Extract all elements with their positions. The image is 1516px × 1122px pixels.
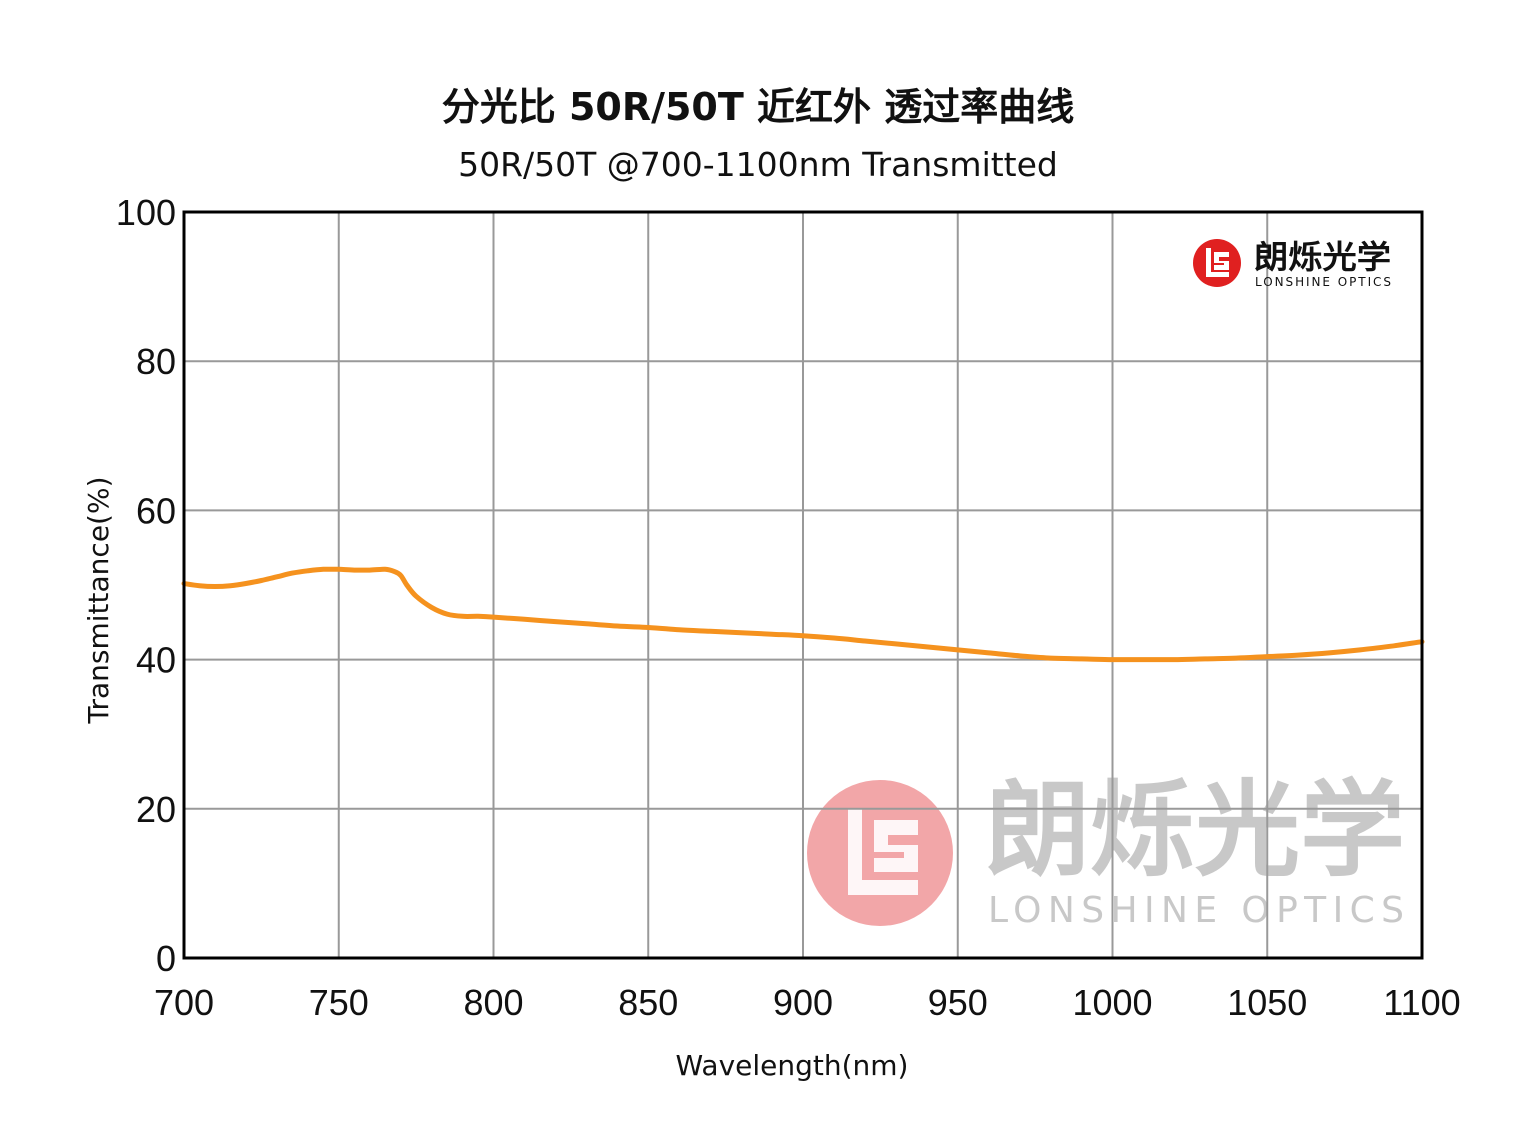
chart-title: 分光比 50R/50T 近红外 透过率曲线 <box>442 85 1075 129</box>
watermark-logo: 朗烁光学 LONSHINE OPTICS <box>807 769 1405 931</box>
chart-subtitle: 50R/50T @700-1100nm Transmitted <box>458 145 1058 184</box>
y-tick-label: 0 <box>156 938 176 979</box>
y-tick-label: 100 <box>116 192 176 233</box>
x-tick-label: 800 <box>463 982 523 1023</box>
x-tick-label: 1100 <box>1383 982 1460 1023</box>
x-tick-label: 700 <box>154 982 214 1023</box>
x-tick-label: 1050 <box>1227 982 1307 1023</box>
plot-frame <box>182 210 1424 960</box>
y-tick-label: 20 <box>136 789 176 830</box>
x-tick-label: 1000 <box>1072 982 1152 1023</box>
logo-cn-text: 朗烁光学 <box>1254 238 1391 276</box>
x-tick-labels: 700 750 800 850 900 950 1000 1050 1100 <box>154 982 1461 1023</box>
watermark-emblem-mark <box>848 808 918 895</box>
x-tick-label: 850 <box>618 982 678 1023</box>
x-tick-label: 750 <box>309 982 369 1023</box>
y-tick-labels: 0 20 40 60 80 100 <box>116 192 176 979</box>
x-tick-label: 900 <box>773 982 833 1023</box>
watermark-emblem <box>807 780 953 926</box>
transmittance-curve <box>181 566 1425 663</box>
x-axis-label: Wavelength(nm) <box>676 1049 909 1082</box>
logo-en-text: LONSHINE OPTICS <box>1255 275 1391 289</box>
y-tick-label: 80 <box>136 341 176 382</box>
x-tick-label: 950 <box>928 982 988 1023</box>
y-tick-label: 60 <box>136 490 176 531</box>
logo-emblem-mark <box>1206 248 1229 277</box>
y-axis-label: Transmittance(%) <box>82 477 115 725</box>
brand-logo: 朗烁光学 LONSHINE OPTICS <box>1193 238 1391 289</box>
y-tick-label: 40 <box>136 640 176 681</box>
watermark-cn: 朗烁光学 <box>985 769 1405 891</box>
watermark-en: LONSHINE OPTICS <box>988 890 1404 931</box>
